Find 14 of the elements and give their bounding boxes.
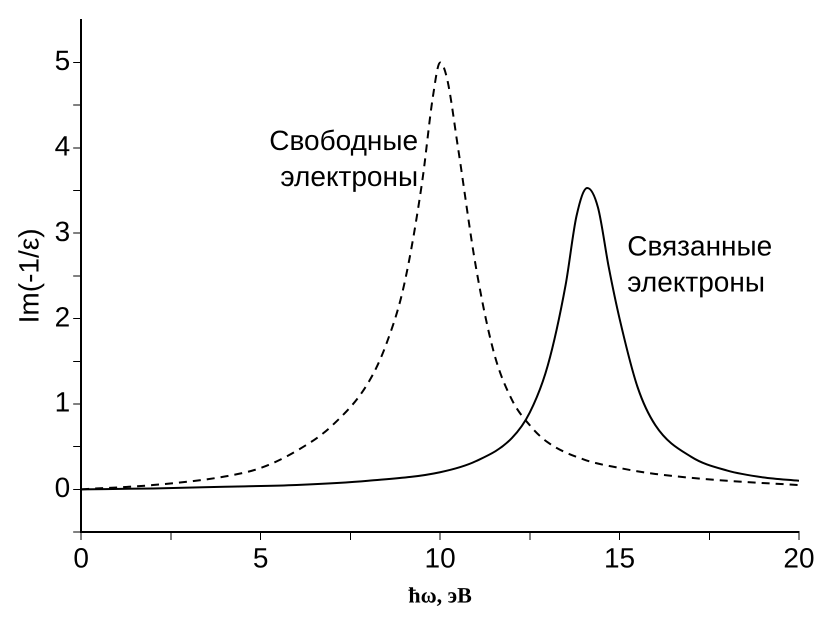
x-axis-title: ħω, эВ [408,582,472,608]
y-tick-label: 0 [54,472,70,504]
series-label: Свободные электроны [269,125,418,192]
x-tick-label: 20 [783,542,815,574]
y-tick-label: 4 [54,130,70,162]
y-tick-label: 5 [54,45,70,76]
x-tick-label: 5 [252,542,268,574]
y-axis-title: Im(-1/ε) [14,228,45,324]
y-tick-label: 1 [54,386,70,418]
y-tick-label: 3 [54,216,70,247]
x-tick-label: 10 [424,542,456,574]
series-label: Связанные электроны [627,230,772,298]
x-tick-label: 15 [604,542,636,574]
y-tick-label: 2 [54,301,70,332]
